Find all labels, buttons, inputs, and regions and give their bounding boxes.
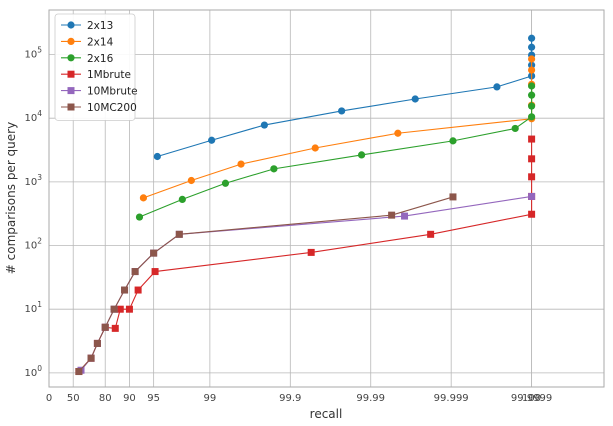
x-tick-label: 95: [147, 393, 160, 404]
data-point-10mc200: [131, 268, 139, 276]
y-tick-label: 105: [24, 46, 42, 61]
series-2x13: [153, 34, 536, 161]
data-point-10mc200: [175, 230, 183, 238]
x-tick-label: 99: [204, 393, 217, 404]
series-layer: [75, 34, 536, 376]
legend-label: 10MC200: [87, 102, 137, 114]
legend-item-2x16: 2x16: [61, 53, 114, 65]
x-tick-label: 99.9999: [511, 393, 552, 404]
data-point-10mc200: [121, 286, 129, 294]
x-tick-label: 0: [46, 393, 52, 404]
legend-item-2x14: 2x14: [61, 36, 114, 48]
legend-label: 2x16: [87, 53, 114, 65]
series-10mc200: [75, 193, 457, 376]
legend-label: 2x14: [87, 36, 114, 48]
data-point-1mbrute: [307, 248, 315, 256]
data-point-10mbrute: [401, 212, 409, 220]
data-point-2x16: [528, 113, 536, 121]
data-point-1mbrute: [111, 324, 119, 332]
data-point-10mc200: [449, 193, 457, 201]
data-point-1mbrute: [427, 230, 435, 238]
data-point-1mbrute: [528, 135, 536, 143]
y-tick-label: 104: [24, 109, 42, 124]
plot-frame: [48, 9, 605, 388]
data-point-1mbrute: [528, 210, 536, 218]
legend-marker: [67, 21, 75, 29]
data-point-10mc200: [110, 305, 118, 313]
data-point-1mbrute: [134, 286, 142, 294]
legend-marker: [67, 103, 75, 111]
data-point-2x13: [153, 152, 161, 161]
x-tick-label: 50: [67, 393, 80, 404]
legend-marker: [67, 37, 75, 46]
x-axis-label: recall: [310, 407, 343, 421]
data-point-2x13: [528, 34, 536, 42]
data-point-2x16: [528, 102, 536, 110]
data-point-10mc200: [150, 249, 158, 257]
data-point-1mbrute: [151, 268, 159, 276]
legend-label: 10Mbrute: [87, 86, 138, 98]
data-point-2x13: [411, 95, 419, 103]
legend-marker: [67, 54, 75, 62]
data-point-10mc200: [388, 211, 396, 219]
x-tick-label: 99.9: [279, 393, 301, 404]
y-tick-label: 100: [24, 364, 42, 379]
y-axis-label: # comparisons per query: [4, 122, 18, 274]
legend-marker: [67, 70, 75, 78]
legend: 2x13 2x14 2x16 1Mbrute 10Mbrute 10MC200: [54, 13, 138, 121]
data-point-10mbrute: [528, 192, 536, 200]
data-point-10mc200: [87, 354, 95, 362]
data-point-2x16: [528, 82, 536, 90]
legend-box: [54, 13, 136, 121]
data-point-2x16: [511, 124, 519, 133]
data-point-1mbrute: [528, 155, 536, 163]
data-point-10mc200: [75, 368, 83, 376]
legend-item-10mc200: 10MC200: [61, 102, 137, 114]
data-point-2x13: [493, 83, 501, 91]
data-point-2x16: [221, 179, 230, 187]
legend-item-10mbrute: 10Mbrute: [61, 86, 138, 98]
legend-label: 2x13: [87, 20, 113, 32]
data-point-2x13: [208, 136, 216, 144]
data-point-2x16: [135, 213, 144, 221]
data-point-2x16: [178, 195, 186, 204]
data-point-2x14: [187, 176, 195, 185]
data-point-2x14: [139, 194, 148, 202]
data-point-1mbrute: [528, 173, 536, 181]
y-tick-label: 101: [24, 300, 42, 315]
x-tick-label: 100: [522, 393, 541, 404]
data-point-2x14: [311, 144, 319, 152]
legend-marker: [67, 87, 75, 95]
y-tick-label: 103: [24, 173, 42, 188]
data-point-2x16: [449, 137, 457, 145]
data-point-1mbrute: [125, 305, 133, 313]
data-point-2x14: [394, 129, 402, 137]
x-tick-label: 99.99: [356, 393, 385, 404]
data-point-2x13: [260, 121, 268, 129]
data-point-2x16: [270, 165, 278, 173]
legend-item-1mbrute: 1Mbrute: [61, 69, 131, 81]
x-tick-label: 80: [99, 393, 112, 404]
data-point-2x16: [528, 91, 536, 99]
data-point-2x13: [528, 43, 536, 51]
x-tick-label: 90: [123, 393, 136, 404]
data-point-10mc200: [93, 339, 101, 347]
series-2x16: [135, 82, 536, 221]
data-point-1mbrute: [116, 305, 124, 313]
legend-label: 1Mbrute: [87, 69, 131, 81]
y-tick-label: 102: [24, 237, 42, 252]
data-point-10mc200: [101, 323, 109, 331]
x-tick-label: 99.999: [434, 393, 469, 404]
data-point-2x14: [528, 66, 536, 74]
data-point-2x13: [338, 107, 346, 115]
y-tick-labels: 100 101 102 103 104 105: [24, 46, 42, 379]
data-point-2x14: [528, 55, 536, 63]
legend-item-2x13: 2x13: [61, 20, 113, 32]
data-point-2x16: [357, 151, 366, 159]
data-point-2x14: [237, 160, 245, 168]
series-line-2x14: [143, 59, 533, 199]
